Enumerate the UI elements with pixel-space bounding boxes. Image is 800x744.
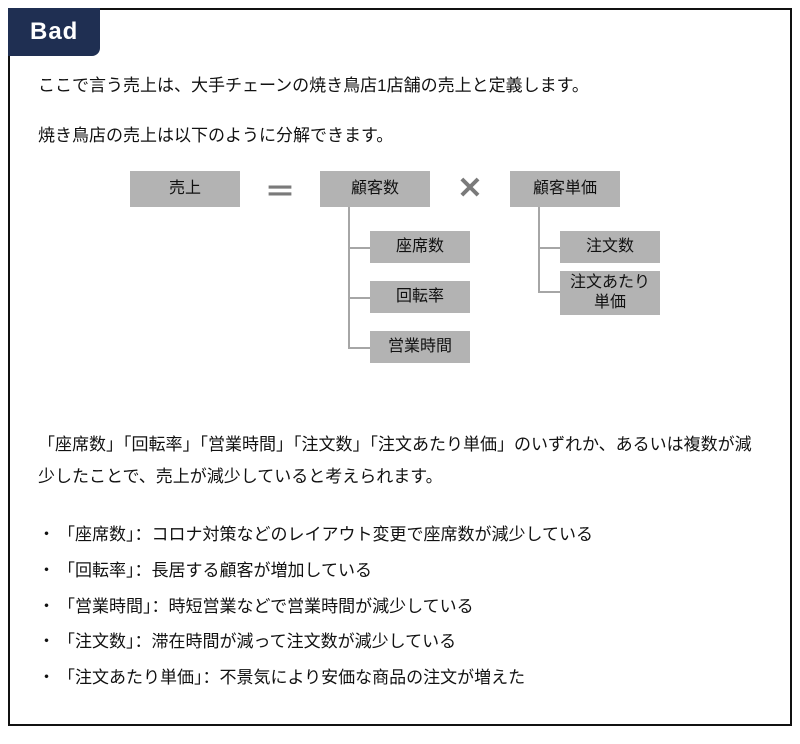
bullet-marker: ・ [38,517,58,553]
bullet-text: 「回転率」：長居する顧客が増加している [58,553,372,589]
bullet-marker: ・ [38,589,58,625]
diagram-box-seats: 座席数 [370,231,470,263]
badge-bad: Bad [8,8,100,56]
diagram-box-orders: 注文数 [560,231,660,263]
bullet-text: 「注文数」：滞在時間が減って注文数が減少している [58,624,456,660]
bullet-item: ・「回転率」：長居する顧客が増加している [38,553,762,589]
bullet-item: ・「注文あたり単価」：不景気により安価な商品の注文が増えた [38,660,762,696]
bullet-text: 「営業時間」：時短営業などで営業時間が減少している [58,589,474,625]
explanation-paragraph: 「座席数」「回転率」「営業時間」「注文数」「注文あたり単価」のいずれか、あるいは… [38,429,762,494]
bullet-marker: ・ [38,553,58,589]
diagram-box-perorder: 注文あたり単価 [560,271,660,315]
diagram-box-unitprice: 顧客単価 [510,171,620,207]
intro-paragraph-1: ここで言う売上は、大手チェーンの焼き鳥店1店舗の売上と定義します。 [38,70,762,102]
operator-times: ✕ [448,171,492,207]
connector-line [348,247,370,249]
connector-line [348,207,350,347]
connector-line [538,247,560,249]
bullet-text: 「注文あたり単価」：不景気により安価な商品の注文が増えた [58,660,525,696]
bullet-text: 「座席数」：コロナ対策などのレイアウト変更で座席数が減少している [58,517,593,553]
diagram-box-sales: 売上 [130,171,240,207]
connector-line [348,297,370,299]
bullet-item: ・「座席数」：コロナ対策などのレイアウト変更で座席数が減少している [38,517,762,553]
bullet-marker: ・ [38,660,58,696]
connector-line [538,291,560,293]
bullet-item: ・「注文数」：滞在時間が減って注文数が減少している [38,624,762,660]
diagram-box-turnover: 回転率 [370,281,470,313]
operator-eq: ＝ [258,171,302,207]
connector-line [348,347,370,349]
diagram-box-hours: 営業時間 [370,331,470,363]
bullet-item: ・「営業時間」：時短営業などで営業時間が減少している [38,589,762,625]
decomposition-diagram: 売上 顧客数 顧客単価座席数回転率営業時間 注文数注文あたり単価 ＝ ✕ [100,171,700,401]
bullet-marker: ・ [38,624,58,660]
bullet-list: ・「座席数」：コロナ対策などのレイアウト変更で座席数が減少している・「回転率」：… [38,517,762,695]
connector-line [538,207,540,293]
example-card: Bad ここで言う売上は、大手チェーンの焼き鳥店1店舗の売上と定義します。 焼き… [8,8,792,726]
intro-paragraph-2: 焼き鳥店の売上は以下のように分解できます。 [38,120,762,152]
diagram-box-customers: 顧客数 [320,171,430,207]
